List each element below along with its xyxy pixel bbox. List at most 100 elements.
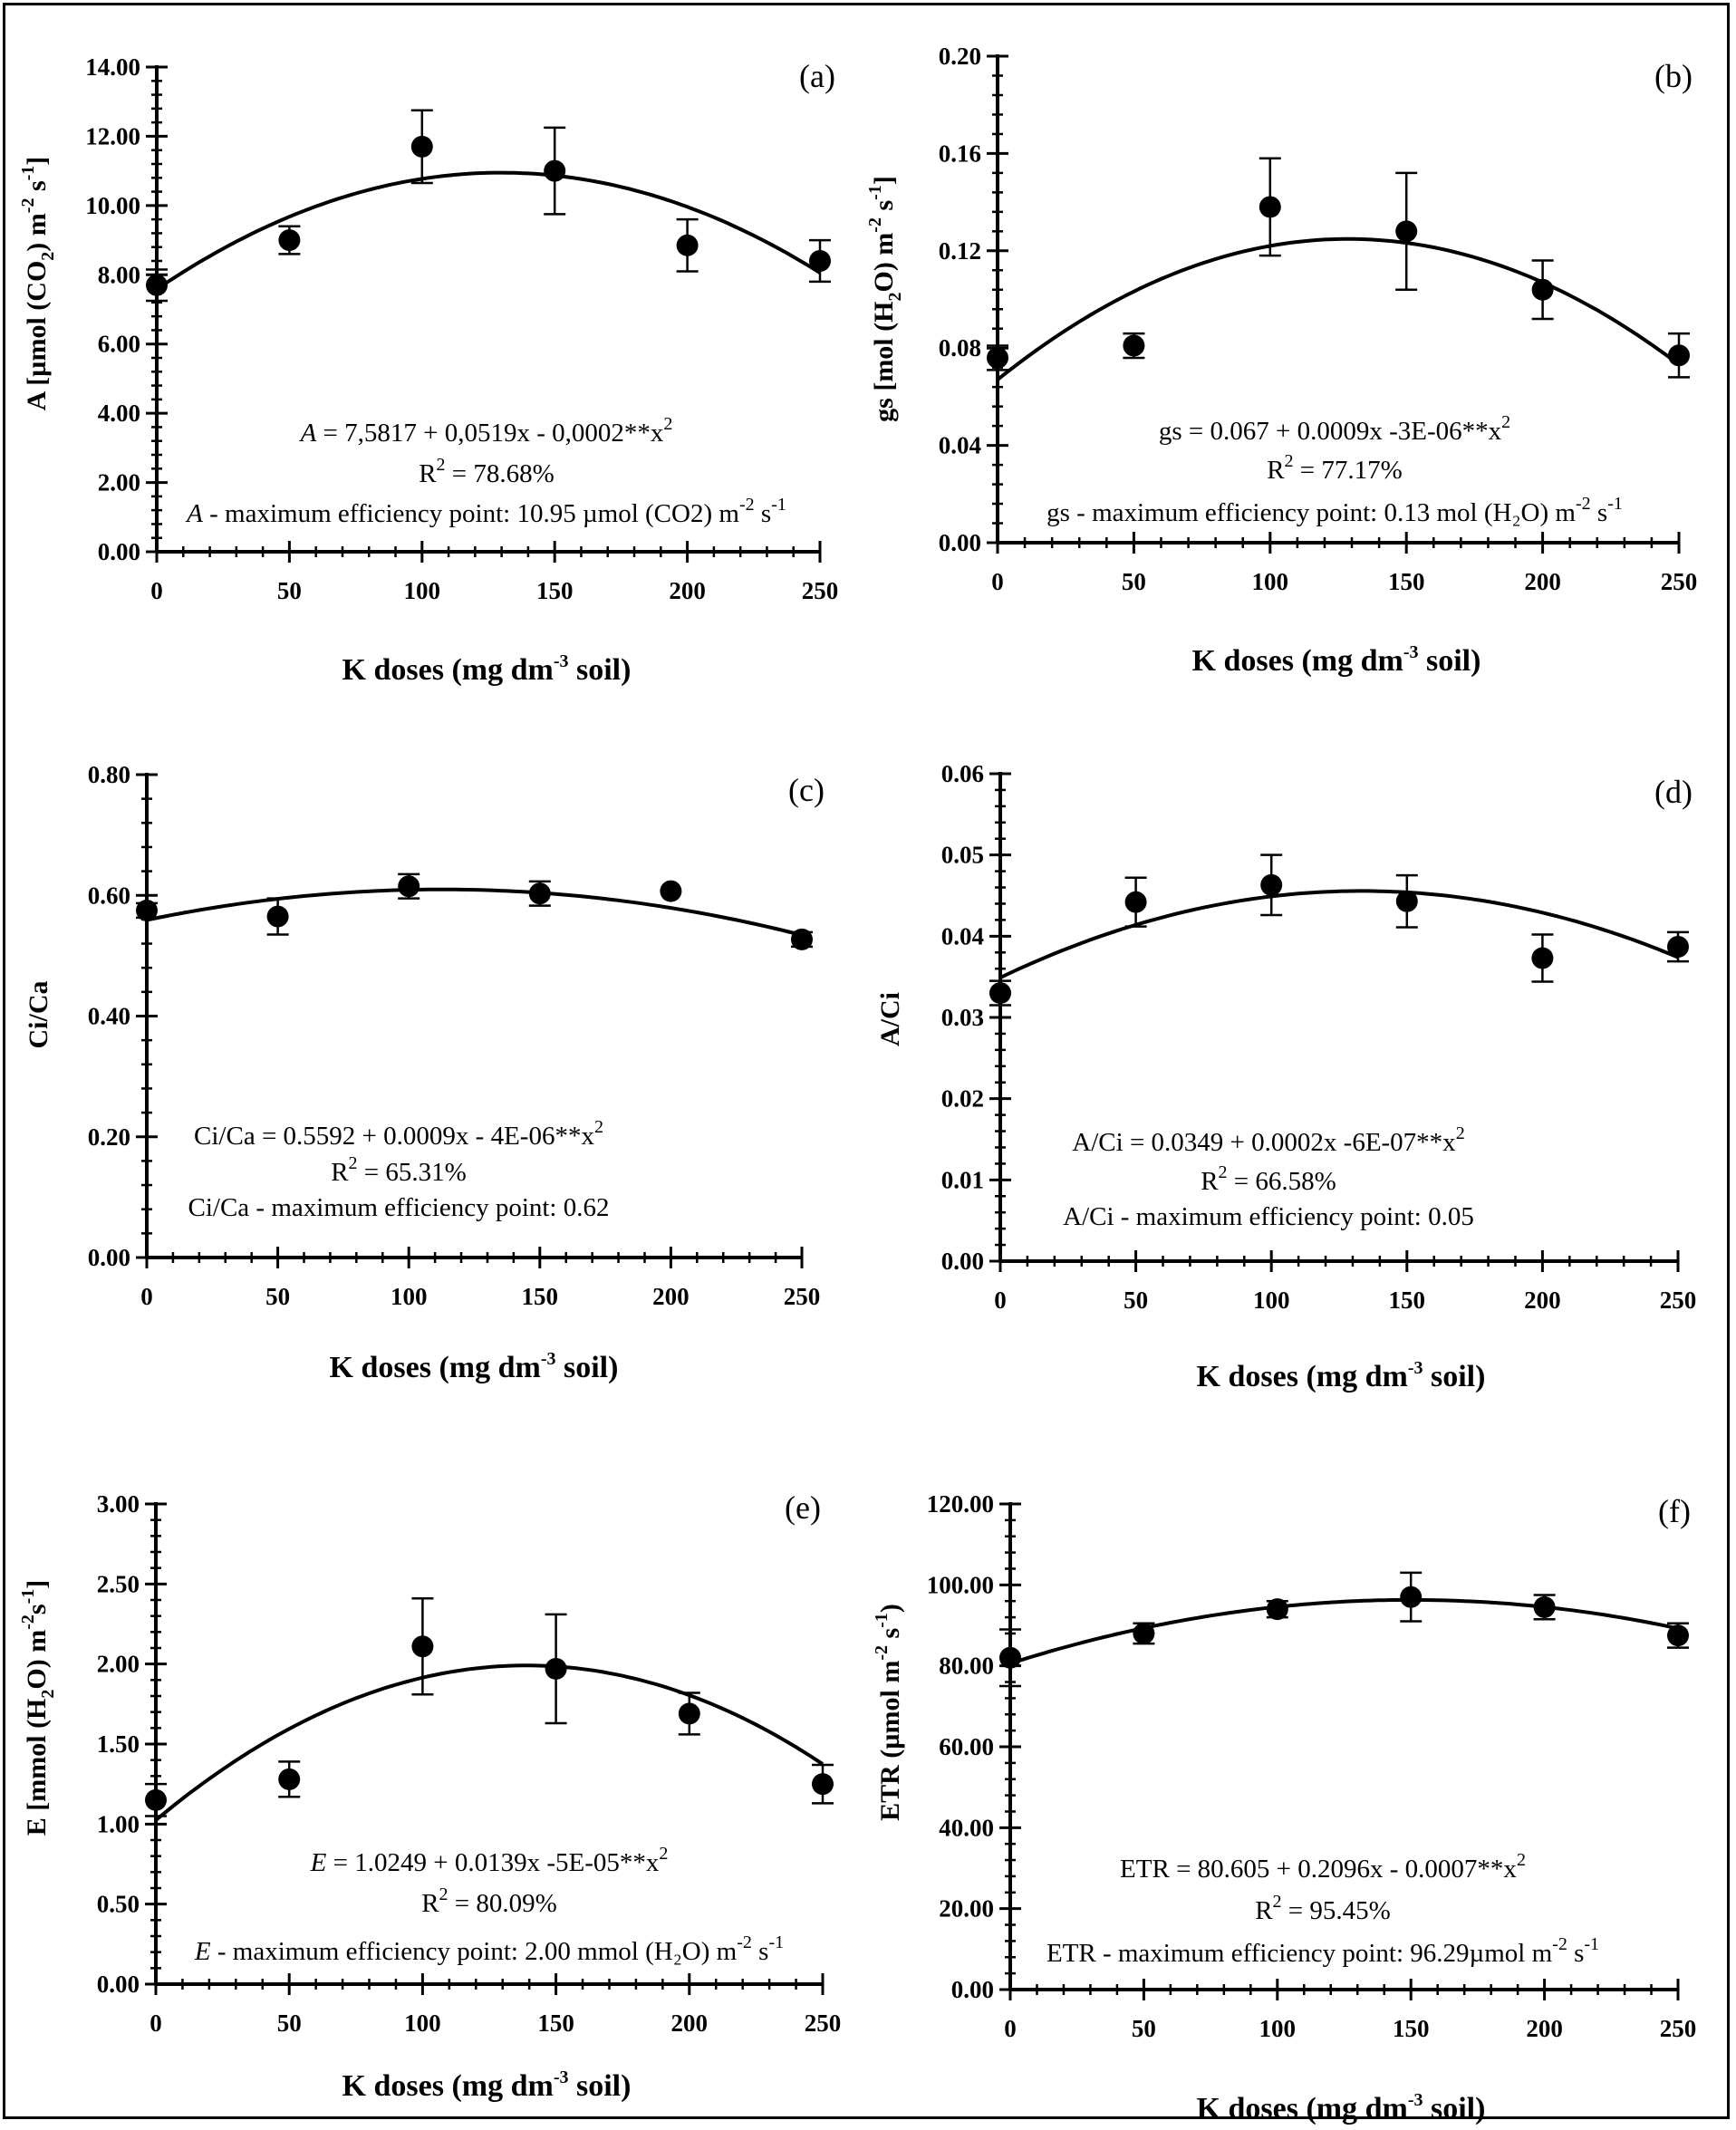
data-point: [791, 928, 813, 950]
panel-b: (b) K doses (mg dm-3 soil) gs [mol (H2O)…: [865, 43, 1697, 678]
y-axis-label: Ci/Ca: [24, 981, 53, 1049]
y-axis-label: ETR (µmol m-2 s-1): [872, 1604, 905, 1821]
r-squared: R2 = 66.58%: [1201, 1162, 1336, 1196]
data-point: [1259, 196, 1281, 218]
y-tick-label: 0.20: [939, 43, 981, 70]
regression-equation: A/Ci = 0.0349 + 0.0002x -6E-07**x2: [1072, 1123, 1464, 1157]
regression-curve: [999, 889, 1679, 979]
x-tick-label: 250: [805, 2010, 842, 2037]
x-axis-label: K doses (mg dm-3 soil): [1192, 642, 1481, 678]
data-point: [678, 1702, 700, 1725]
data-point: [411, 1635, 434, 1658]
y-tick-label: 0.00: [941, 1248, 984, 1275]
data-point: [544, 159, 566, 182]
x-tick-label: 100: [404, 2010, 441, 2037]
data-point: [1667, 935, 1689, 958]
x-tick-label: 200: [669, 577, 706, 604]
x-tick-label: 250: [802, 577, 839, 604]
y-tick-label: 20.00: [939, 1895, 994, 1923]
y-tick-label: 0.04: [939, 432, 981, 459]
regression-curve: [1009, 1597, 1679, 1665]
y-tick-label: 0.01: [941, 1166, 984, 1193]
data-point: [528, 882, 551, 905]
max-efficiency-point: A - maximum efficiency point: 10.95 µmol…: [185, 495, 786, 528]
regression-curve: [154, 1663, 825, 1822]
x-tick-label: 50: [1124, 1287, 1148, 1314]
y-tick-label: 0.50: [97, 1891, 140, 1918]
data-point: [1395, 890, 1418, 912]
y-tick-label: 60.00: [939, 1733, 994, 1760]
data-point: [398, 875, 420, 898]
y-tick-label: 0.00: [97, 1971, 140, 1998]
x-tick-label: 0: [150, 577, 163, 604]
regression-equation: Ci/Ca = 0.5592 + 0.0009x - 4E-06**x2: [194, 1117, 603, 1151]
x-tick-label: 250: [1660, 1287, 1697, 1314]
data-point: [1133, 1622, 1155, 1644]
data-point: [278, 229, 301, 252]
data-point: [145, 1788, 167, 1811]
data-point: [989, 982, 1011, 1005]
x-axis-label: K doses (mg dm-3 soil): [1197, 2090, 1486, 2125]
x-axis-label: K doses (mg dm-3 soil): [342, 2067, 632, 2103]
y-tick-label: 2.00: [98, 469, 140, 496]
y-tick-label: 0.40: [88, 1003, 130, 1030]
data-point: [146, 274, 168, 296]
x-tick-label: 100: [1252, 568, 1289, 595]
panel-a: (a) K doses (mg dm-3 soil) A [µmol (CO2)…: [18, 53, 838, 687]
panel-d: (d) K doses (mg dm-3 soil) A/Ci A/Ci = 0…: [875, 760, 1696, 1393]
y-axis-label: A/Ci: [875, 992, 905, 1046]
y-tick-label: 0.08: [939, 334, 981, 361]
regression-curve: [155, 170, 822, 291]
data-point: [1123, 334, 1145, 357]
y-tick-label: 2.00: [97, 1651, 140, 1678]
data-point: [676, 234, 699, 256]
y-tick-label: 0.02: [941, 1085, 984, 1113]
x-tick-label: 100: [404, 577, 441, 604]
data-point: [1531, 278, 1554, 301]
y-tick-label: 0.20: [88, 1123, 130, 1151]
y-tick-label: 0.60: [88, 882, 130, 909]
y-tick-label: 0.00: [939, 529, 981, 556]
regression-curve: [996, 236, 1681, 381]
r-squared: R2 = 78.68%: [419, 455, 555, 488]
x-tick-label: 50: [1122, 568, 1146, 595]
regression-equation: ETR = 80.605 + 0.2096x - 0.0007**x2: [1120, 1850, 1526, 1884]
y-tick-label: 120.00: [927, 1490, 994, 1518]
data-point: [809, 250, 831, 272]
y-tick-label: 0.12: [939, 237, 981, 265]
x-tick-label: 100: [1253, 1287, 1290, 1314]
figure-frame: [3, 3, 1730, 2119]
x-tick-label: 0: [1004, 2015, 1017, 2042]
panel-c: (c) K doses (mg dm-3 soil) Ci/Ca Ci/Ca =…: [24, 761, 825, 1384]
regression-equation: A = 7,5817 + 0,0519x - 0,0002**x2: [299, 414, 673, 448]
x-tick-label: 200: [671, 2010, 709, 2037]
y-tick-label: 0.00: [951, 1976, 994, 2003]
y-axis-label: E [mmol (H2O) m-2s-1]: [18, 1580, 58, 1836]
y-tick-label: 3.00: [97, 1490, 140, 1518]
data-point: [812, 1773, 834, 1796]
x-tick-label: 150: [1389, 1287, 1426, 1314]
x-tick-label: 150: [1393, 2015, 1430, 2042]
x-tick-label: 250: [1661, 568, 1698, 595]
data-point: [999, 1646, 1021, 1669]
panel-label: (a): [799, 58, 835, 94]
data-point: [410, 135, 433, 158]
x-tick-label: 50: [277, 2010, 302, 2037]
y-tick-label: 0.16: [939, 140, 981, 167]
regression-curve: [146, 887, 803, 938]
y-tick-label: 0.06: [941, 760, 984, 787]
y-tick-label: 10.00: [85, 192, 140, 219]
x-tick-label: 0: [991, 568, 1004, 595]
x-tick-label: 150: [1388, 568, 1425, 595]
r-squared: R2 = 80.09%: [421, 1884, 557, 1918]
x-axis-label: K doses (mg dm-3 soil): [342, 651, 632, 687]
y-axis-label: gs [mol (H2O) m-2 s-1]: [865, 176, 905, 422]
y-tick-label: 80.00: [939, 1653, 994, 1680]
data-point: [278, 1768, 301, 1790]
data-point: [1533, 1595, 1556, 1618]
data-point: [1400, 1585, 1423, 1608]
data-point: [987, 346, 1008, 369]
x-tick-label: 0: [994, 1287, 1007, 1314]
y-tick-label: 0.00: [98, 538, 140, 565]
